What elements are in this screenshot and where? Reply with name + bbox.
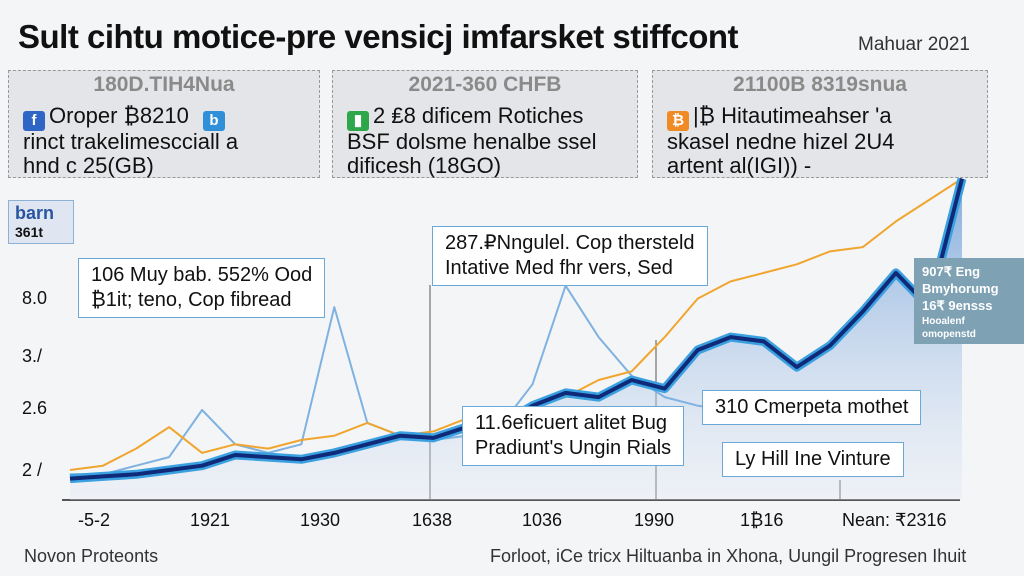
annotation-3: 11.6eficuert alitet Bug Pradiunt's Ungin… [462,406,685,466]
legend-line1: 907₹ Eng [922,264,981,279]
card-3-head: 21100B 8319snua [733,73,907,96]
legend-line2: Bmyhorumg [922,280,999,296]
b-icon: b [202,111,225,131]
x-tick-8: Nean: ₹2316 [842,510,947,530]
x-tick-1: -5-2 [78,510,111,530]
annotation-2-line1: 287.₽Nngulel. Cop thersteld [445,232,695,254]
card-1-line3: hnd c 25(GB) [23,153,154,178]
card-3-line1: |₿ Hitautimeahser 'a [693,103,892,128]
side-badge: barn 361t [8,200,74,244]
annotation-2: 287.₽Nngulel. Cop thersteld Intative Med… [432,226,708,286]
y-tick-1: 8.0 [22,288,48,308]
y-tick-3: 2.6 [22,398,48,418]
annotation-1-line1: 106 Muy bab. 552% Ood [91,264,313,286]
annotation-5: Ly Hill Ine Vinture [722,442,904,477]
annotation-3-line2: Pradiunt's Ungin Rials [475,437,672,459]
x-tick-7: 1₿16 [740,510,784,530]
card-2-line2: BSF dolsme henalbe ssel [347,129,597,154]
chart-title: Sult cihtu motice-pre vensicj imfarsket … [18,18,739,55]
stat-card-3: 21100B 8319snua ₿ |₿ Hitautimeahser 'a sk… [652,70,988,178]
card-2-head: 2021-360 CHFB [408,73,562,96]
x-tick-3: 1930 [300,510,341,530]
card-3-line2: skasel nedne hizel 2U4 [667,129,895,154]
chart-icon: ▮ [347,111,369,131]
annotation-1-line2: ₿1it; teno, Cop fibread [91,289,292,311]
x-tick-4: 1638 [412,510,453,530]
footer-left: Novon Proteonts [24,546,159,566]
badge-line1: barn [15,203,55,223]
card-1-line2: rinct trakelimescciall a [23,129,239,154]
stat-card-2: 2021-360 CHFB ▮ 2 ₤8 dificem Rotiches BSF… [332,70,638,178]
card-1-head: 180D.TIH4Nua [93,73,235,96]
card-2-line3: dificesh (18GO) [347,153,502,178]
annotation-1: 106 Muy bab. 552% Ood ₿1it; teno, Cop fi… [78,258,326,318]
x-tick-6: 1990 [634,510,675,530]
card-3-line3: artent al(IGI)) - [667,153,812,178]
badge-line2: 361t [15,224,44,240]
f-icon: f [23,111,45,131]
y-tick-4: 2 / [22,460,43,480]
footer-right: Forloot, iCe tricx Hiltuanba in Xhona, U… [490,546,967,566]
x-tick-5: 1036 [522,510,563,530]
legend-line4: Hooalenf omopenstd [922,315,976,340]
card-2-line1: 2 ₤8 dificem Rotiches [373,103,584,128]
legend-box: 907₹ Eng Bmyhorumg 16₹ 9ensss Hooalenf o… [914,258,1024,344]
y-tick-2: 3./ [22,346,43,366]
stat-card-1: 180D.TIH4Nua f Oroper ₿8210 b rinct trake… [8,70,320,178]
chart-date: Mahuar 2021 [858,34,970,55]
coin-icon: ₿ [667,111,689,131]
annotation-4: 310 Cmerpeta mothet [702,390,922,425]
legend-line3: 16₹ 9ensss [922,297,993,313]
x-tick-2: 1921 [190,510,231,530]
annotation-2-line2: Intative Med fhr vers, Sed [445,257,673,279]
card-1-line1: Oroper ₿8210 [49,103,189,128]
annotation-3-line1: 11.6eficuert alitet Bug [475,412,667,434]
